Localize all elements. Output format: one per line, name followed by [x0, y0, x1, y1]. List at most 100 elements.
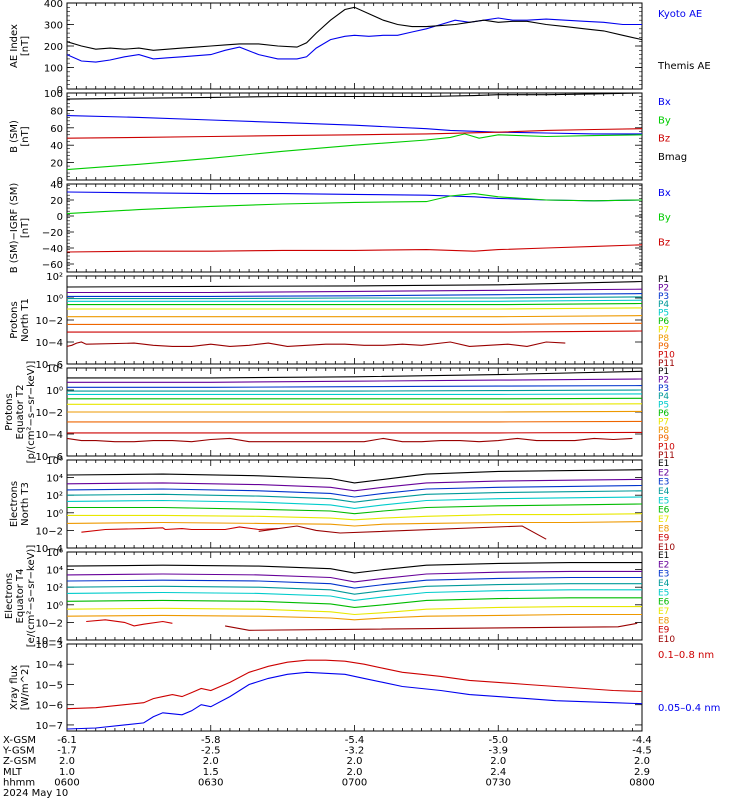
y-tick-label: −60 — [42, 260, 63, 271]
y-tick-label: 10−5 — [36, 680, 63, 691]
axis-row-value: 1.5 — [203, 767, 219, 778]
series-line-E4 — [66, 583, 642, 595]
axis-row-value: 2.0 — [347, 756, 363, 767]
series-line-P7 — [67, 403, 643, 405]
legend-entry: E1 — [658, 551, 669, 561]
y-tick-label: 10⁴ — [46, 566, 63, 577]
axis-row-value: 0600 — [54, 777, 79, 788]
series-line-E3 — [66, 484, 643, 498]
series-line-E7 — [67, 513, 643, 521]
axis-row-value: 0630 — [198, 777, 223, 788]
y-tick-label: 40 — [50, 141, 63, 152]
y-tick-label: −20 — [42, 228, 63, 239]
legend-entry: Bz — [658, 134, 670, 145]
axis-row-value: -1.7 — [57, 746, 77, 757]
y-tick-label: 400 — [44, 0, 63, 10]
y-tick-label: 10² — [46, 364, 63, 375]
series-line-E8 — [66, 613, 642, 621]
series-line-Themis-AE — [66, 6, 643, 51]
legend-entry: P5 — [658, 401, 669, 411]
axis-row-value: -4.4 — [632, 735, 652, 746]
legend-entry: P4 — [658, 300, 669, 310]
legend-entry: E1 — [658, 459, 669, 469]
series-line-P7 — [67, 307, 643, 310]
y-tick-label: 10⁰ — [46, 509, 63, 520]
legend-entry: P11 — [658, 359, 675, 369]
y-tick-label: 0 — [57, 212, 63, 223]
y-axis-label: [e/(cm²−s−sr−keV)] — [26, 545, 37, 648]
legend-entry: E6 — [658, 598, 670, 608]
legend-entry: Bmag — [658, 152, 687, 163]
series-line-By — [66, 193, 643, 215]
y-axis-label: B (SM)−IGRF (SM) — [9, 183, 20, 274]
y-tick-label: 10−2 — [36, 316, 63, 327]
y-tick-label: 20 — [50, 159, 63, 170]
series-line-E2 — [66, 478, 643, 492]
axis-row-value: 2.9 — [634, 767, 650, 778]
series-line-P6 — [67, 302, 643, 306]
series-line-Bx — [66, 191, 643, 202]
legend-entry: By — [658, 115, 671, 126]
panel-frame — [66, 2, 643, 90]
y-axis-label: [nT] — [20, 126, 31, 146]
series-line-P5 — [67, 299, 643, 302]
y-axis-label: Protons — [4, 393, 15, 430]
series-line-Bz — [66, 244, 643, 253]
legend-entry: P10 — [658, 351, 675, 361]
legend-entry: E8 — [658, 616, 670, 626]
y-tick-label: 10−7 — [36, 721, 63, 732]
axis-row-value: -3.2 — [345, 746, 365, 757]
series-line-E8 — [66, 521, 643, 527]
legend-entry: P9 — [658, 434, 669, 444]
axis-row-label: hhmm — [3, 777, 35, 788]
legend-entry: E4 — [658, 487, 670, 497]
y-tick-label: 10−4 — [36, 636, 63, 647]
series-line-E6 — [67, 503, 643, 515]
legend-entry: E4 — [658, 579, 670, 589]
series-line-By — [66, 133, 643, 171]
series-line-E1 — [66, 469, 643, 484]
series-line-Kyoto-AE — [66, 17, 642, 63]
axis-row-value: 2.0 — [59, 756, 75, 767]
legend-entry: P1 — [658, 275, 669, 285]
legend-entry: E7 — [658, 607, 669, 617]
y-tick-label: 10⁰ — [46, 386, 63, 397]
legend-entry: P3 — [658, 384, 669, 394]
y-axis-label: [nT] — [20, 218, 31, 238]
series-line-P9 — [67, 420, 643, 423]
series-line-E5 — [66, 589, 642, 601]
panel-bsm_igrf: −60 −40 −20 0 20 40 B (SM)−IGRF (SM) [nT] Bx By Bz — [9, 180, 671, 273]
legend-entry: E7 — [658, 515, 669, 525]
series-line-P3 — [67, 293, 643, 297]
y-tick-label: 20 — [50, 196, 63, 207]
panel-frame — [66, 643, 643, 732]
y-tick-label: 80 — [50, 106, 63, 117]
legend-entry: E2 — [658, 560, 669, 570]
legend-entry: Bx — [658, 188, 671, 199]
series-line-P1 — [66, 280, 643, 288]
y-axis-label: Equator T2 — [15, 385, 26, 440]
legend-entry: P2 — [658, 283, 669, 293]
y-tick-label: −40 — [42, 244, 63, 255]
y-tick-label: 10−4 — [36, 338, 63, 349]
legend-entry: P5 — [658, 309, 669, 319]
legend-entry: P11 — [658, 451, 675, 461]
axis-row-value: 2.0 — [347, 767, 363, 778]
legend-entry: P10 — [658, 443, 675, 453]
series-line-P10 — [67, 330, 643, 333]
y-axis-label: [p/(cm²−s−sr−keV)] — [26, 361, 37, 464]
y-tick-label: 10−4 — [36, 430, 63, 441]
legend-entry: E5 — [658, 496, 669, 506]
series-line-P1 — [67, 370, 643, 379]
axis-row-value: -4.5 — [632, 746, 652, 757]
panel-frame — [66, 275, 643, 365]
panel-protons_equator: 10−6 10−4 10−2 10⁰ 10² Protons Equator T2 [p/(c… — [4, 361, 675, 464]
series-line-P11 — [66, 437, 633, 443]
axis-row-label: Y-GSM — [2, 746, 35, 757]
series-line-E3 — [66, 576, 642, 589]
legend-entry: P4 — [658, 392, 669, 402]
series-line-Bz — [66, 128, 643, 139]
legend-entry: P6 — [658, 409, 669, 419]
y-tick-label: 300 — [44, 21, 63, 32]
y-axis-label: North T1 — [20, 298, 31, 342]
